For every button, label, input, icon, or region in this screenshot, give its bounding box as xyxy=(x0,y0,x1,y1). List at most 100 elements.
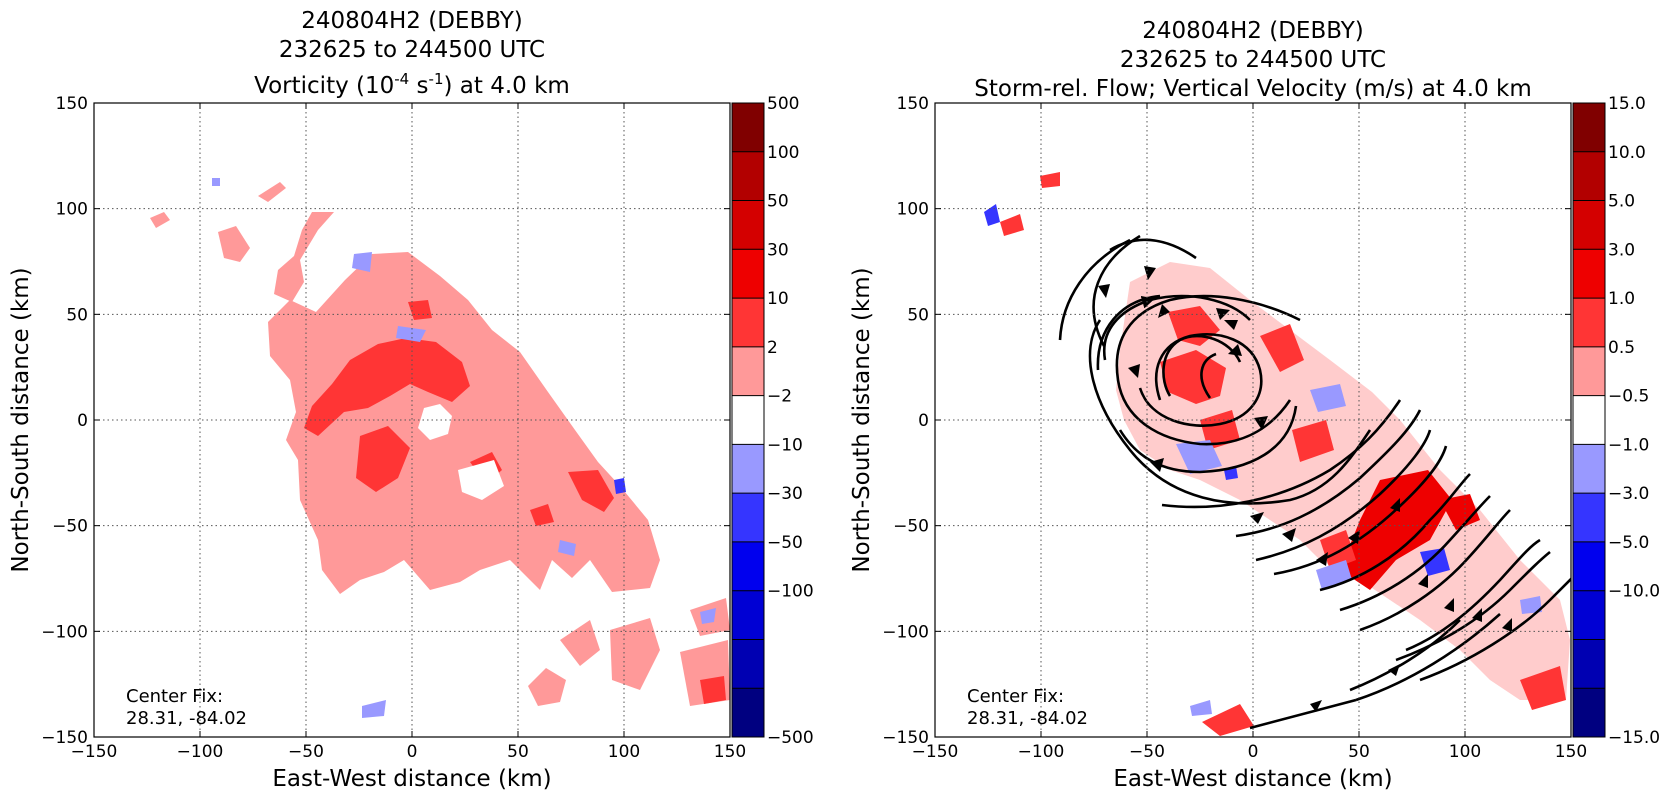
colorbar-swatch xyxy=(732,395,764,445)
x-tick-label: 0 xyxy=(1248,742,1259,762)
velocity-contour-3-5 xyxy=(1340,470,1452,590)
streamline xyxy=(1161,399,1402,509)
y-tick-label: −50 xyxy=(52,517,88,537)
colorbar: 15.0 10.0 5.0 3.0 1.0 0.5 −0.5 −1.0 −3.0 −5.0 −10.… xyxy=(1572,94,1660,748)
panel-title-line-3: Storm-rel. Flow; Vertical Velocity (m/s)… xyxy=(974,76,1532,102)
colorbar-swatch xyxy=(1573,688,1605,738)
arrow-head xyxy=(1282,528,1296,542)
arrow-head xyxy=(1418,574,1428,588)
arrow-head xyxy=(1250,512,1264,524)
arrow-head xyxy=(1472,608,1482,622)
colorbar-swatch xyxy=(732,590,764,640)
y-tick-label: −150 xyxy=(882,728,929,748)
center-fix-value: 28.31, -84.02 xyxy=(126,708,247,729)
y-tick-label: 50 xyxy=(907,305,929,325)
colorbar-swatch xyxy=(732,346,764,397)
colorbar-label: −5.0 xyxy=(1608,533,1649,553)
vorticity-contour-2-10 xyxy=(560,620,600,666)
colorbar-label: 10 xyxy=(767,289,789,309)
colorbar-swatch xyxy=(732,688,764,738)
streamline xyxy=(1235,409,1422,538)
y-tick-label: 0 xyxy=(77,411,88,431)
colorbar-frame xyxy=(1572,102,1606,738)
vorticity-contour-neg-2-10 xyxy=(396,326,426,342)
velocity-contour-1-3 xyxy=(1260,324,1304,372)
streamline xyxy=(1255,429,1432,562)
colorbar-label: 1.0 xyxy=(1608,289,1635,309)
y-axis-label: North-South distance (km) xyxy=(8,267,34,572)
x-axis-label: East-West distance (km) xyxy=(1113,766,1392,792)
vorticity-contour-neg-2-10 xyxy=(362,700,386,718)
colorbar-swatch xyxy=(1573,493,1605,543)
vorticity-contour-10-30 xyxy=(700,676,726,704)
colorbar-label: −500 xyxy=(767,728,814,748)
velocity-contour-neg-0.5-1 xyxy=(1190,700,1212,716)
colorbar-swatch xyxy=(732,639,764,689)
arrow-head xyxy=(1228,344,1242,356)
colorbar-swatch xyxy=(1573,395,1605,445)
title-field-sup2: -1 xyxy=(429,70,444,88)
axis-ticks: −150 −100 −50 0 50 100 150 −150 −100 −50 0 50 100 150 xyxy=(41,94,746,762)
vorticity-contour-2-10 xyxy=(258,182,286,202)
y-tick-label: −50 xyxy=(893,517,929,537)
colorbar-label: 5.0 xyxy=(1608,192,1635,212)
vorticity-contour-neg-10-30 xyxy=(614,478,626,494)
x-tick-label: 100 xyxy=(608,742,640,762)
colorbar-label: −100 xyxy=(767,582,814,602)
vorticity-panel: 240804H2 (DEBBY) 232625 to 244500 UTC Vo… xyxy=(8,8,814,792)
arrow-head xyxy=(1310,700,1322,712)
streamline xyxy=(1088,319,1372,505)
y-axis-label: North-South distance (km) xyxy=(849,267,875,572)
streamline xyxy=(1115,294,1301,446)
y-tick-label: 150 xyxy=(56,94,88,114)
streamline xyxy=(1109,238,1197,260)
streamline xyxy=(1339,495,1491,612)
x-tick-label: −150 xyxy=(912,742,959,762)
x-tick-label: 100 xyxy=(1449,742,1481,762)
x-tick-label: −50 xyxy=(1129,742,1165,762)
center-fix-label: Center Fix: xyxy=(967,686,1064,707)
vorticity-contour-10-30 xyxy=(530,504,554,526)
velocity-contour-1-3 xyxy=(1040,172,1060,188)
streamline xyxy=(1359,509,1511,632)
y-tick-label: 100 xyxy=(897,200,929,220)
vorticity-contour-10-30 xyxy=(356,426,410,492)
streamline xyxy=(1249,698,1357,730)
velocity-contour-1-3 xyxy=(1320,530,1356,570)
velocity-contour-1-3 xyxy=(1000,214,1024,236)
velocity-contour-1-3 xyxy=(1160,350,1226,404)
streamline xyxy=(1118,405,1298,474)
colorbar-swatch xyxy=(1573,151,1605,202)
arrow-head xyxy=(1444,598,1454,612)
colorbar-swatch xyxy=(1573,346,1605,397)
x-tick-label: −50 xyxy=(288,742,324,762)
y-tick-label: −150 xyxy=(41,728,88,748)
arrow-head xyxy=(1098,284,1110,298)
vertical-velocity-panel: 240804H2 (DEBBY) 232625 to 244500 UTC St… xyxy=(849,18,1660,792)
y-tick-label: −100 xyxy=(882,622,929,642)
title-field-sup1: -4 xyxy=(394,70,409,88)
colorbar-swatch xyxy=(1573,103,1605,153)
x-tick-label: −150 xyxy=(71,742,118,762)
arrow-head xyxy=(1316,552,1328,566)
colorbar-label: 15.0 xyxy=(1608,94,1646,114)
colorbar-swatch xyxy=(1573,639,1605,689)
panel-title-line-3: Vorticity (10-4 s-1) at 4.0 km xyxy=(254,70,570,99)
velocity-contour-neg-0.5-1 xyxy=(1310,384,1346,412)
y-tick-label: 50 xyxy=(66,305,88,325)
vorticity-contour-neg-2-10 xyxy=(352,252,372,272)
velocity-contour-neg-1-3 xyxy=(984,204,1000,226)
colorbar-label: 500 xyxy=(767,94,799,114)
colorbar-swatch xyxy=(732,298,764,348)
vorticity-contour-2-10 xyxy=(274,212,334,302)
y-tick-label: 100 xyxy=(56,200,88,220)
arrow-head xyxy=(1388,664,1400,676)
streamline xyxy=(1102,294,1251,361)
center-fix-label: Center Fix: xyxy=(126,686,223,707)
x-tick-label: 50 xyxy=(507,742,529,762)
x-tick-label: 150 xyxy=(1555,742,1587,762)
colorbar-swatch xyxy=(1573,249,1605,299)
colorbar-label: 100 xyxy=(767,143,799,163)
arrow-head xyxy=(1390,498,1400,512)
